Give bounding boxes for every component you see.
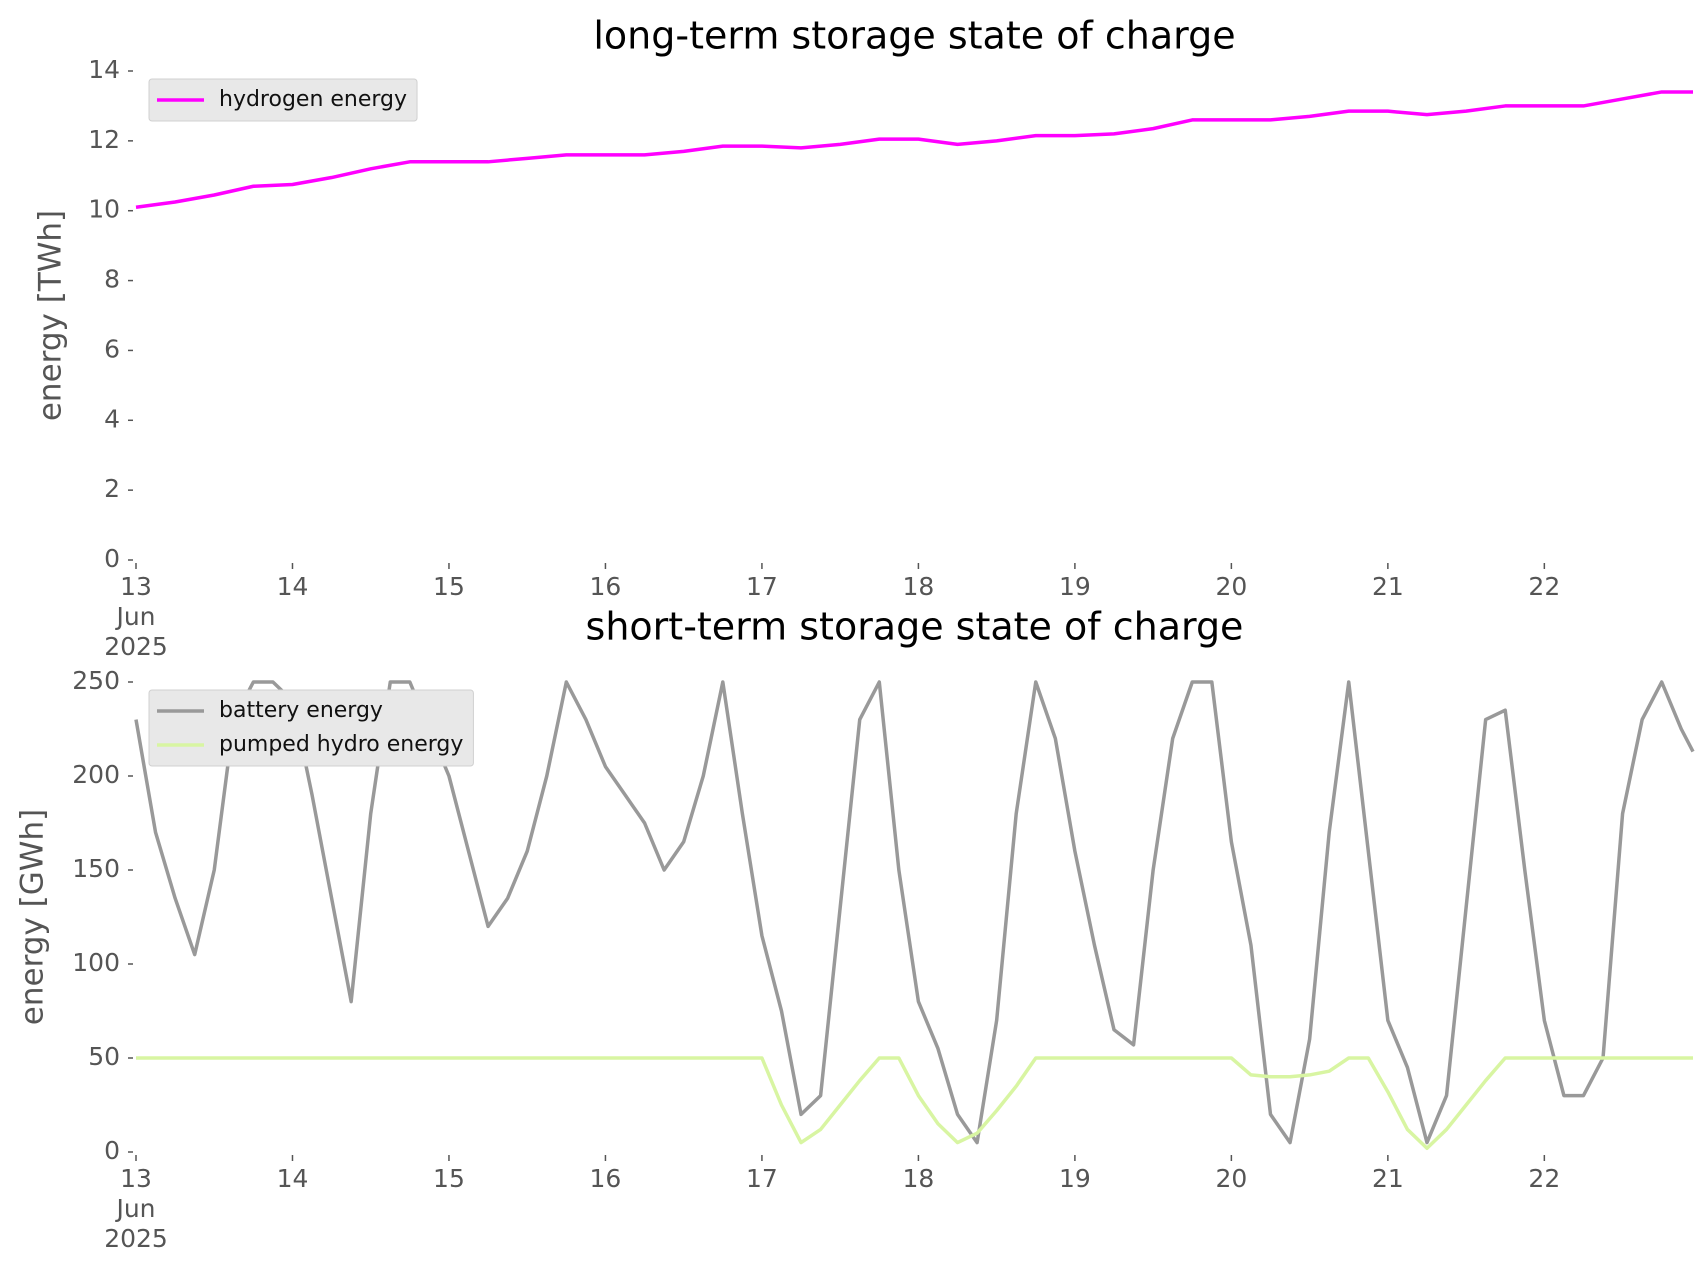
series-line <box>136 1056 1693 1150</box>
x-tick-label: 15 <box>433 1164 465 1193</box>
x-tick-label: 16 <box>589 1164 622 1193</box>
legend: hydrogen energy <box>148 78 418 122</box>
y-tick-label: 2 <box>104 474 120 503</box>
x-tick-label: 16 <box>589 572 622 601</box>
x-tick-label: 19 <box>1058 572 1091 601</box>
y-tick-label: 12 <box>88 125 120 154</box>
y-tick-label: 6 <box>104 334 120 363</box>
x-tick-label: 22 <box>1528 572 1561 601</box>
x-tick-label: 18 <box>902 572 935 601</box>
series-line <box>135 90 1693 209</box>
legend-box <box>148 78 418 122</box>
y-tick-label: 4 <box>104 404 120 433</box>
x-tick-label: 13 Jun 2025 <box>104 572 168 661</box>
x-tick-label: 17 <box>746 572 778 601</box>
legend-box <box>148 689 474 767</box>
x-tick-label: 19 <box>1058 1164 1091 1193</box>
x-tick-label: 20 <box>1215 1164 1248 1193</box>
legend-label: battery energy <box>219 698 383 723</box>
y-tick-label: 8 <box>104 265 120 294</box>
x-tick-label: 14 <box>276 572 309 601</box>
y-tick-label: 50 <box>88 1042 120 1071</box>
y-tick-label: 10 <box>88 195 120 224</box>
legend-label: hydrogen energy <box>219 87 407 112</box>
y-tick-label: 14 <box>88 55 120 84</box>
y-tick-label: 0 <box>104 544 120 573</box>
y-tick-label: 0 <box>104 1136 120 1165</box>
y-tick-label: 250 <box>72 666 120 695</box>
x-tick-label: 21 <box>1371 1164 1404 1193</box>
x-tick-label: 20 <box>1215 572 1248 601</box>
x-tick-label: 22 <box>1528 1164 1561 1193</box>
chart-title: long-term storage state of charge <box>593 14 1235 58</box>
y-axis-label: energy [GWh] <box>15 809 51 1025</box>
y-tick-label: 150 <box>72 854 120 883</box>
x-tick-label: 15 <box>433 572 465 601</box>
y-tick-label: 100 <box>72 948 120 977</box>
legend: battery energy pumped hydro energy <box>148 689 474 767</box>
y-axis-label: energy [TWh] <box>33 210 69 421</box>
y-tick-label: 200 <box>72 760 120 789</box>
x-tick-label: 21 <box>1371 572 1404 601</box>
x-tick-label: 18 <box>902 1164 935 1193</box>
legend-label: pumped hydro energy <box>219 732 463 757</box>
series-line <box>134 680 1695 1145</box>
x-tick-label: 17 <box>746 1164 778 1193</box>
chart-title: short-term storage state of charge <box>586 605 1244 649</box>
x-tick-label: 14 <box>276 1164 309 1193</box>
x-tick-label: 13 Jun 2025 <box>104 1164 168 1253</box>
